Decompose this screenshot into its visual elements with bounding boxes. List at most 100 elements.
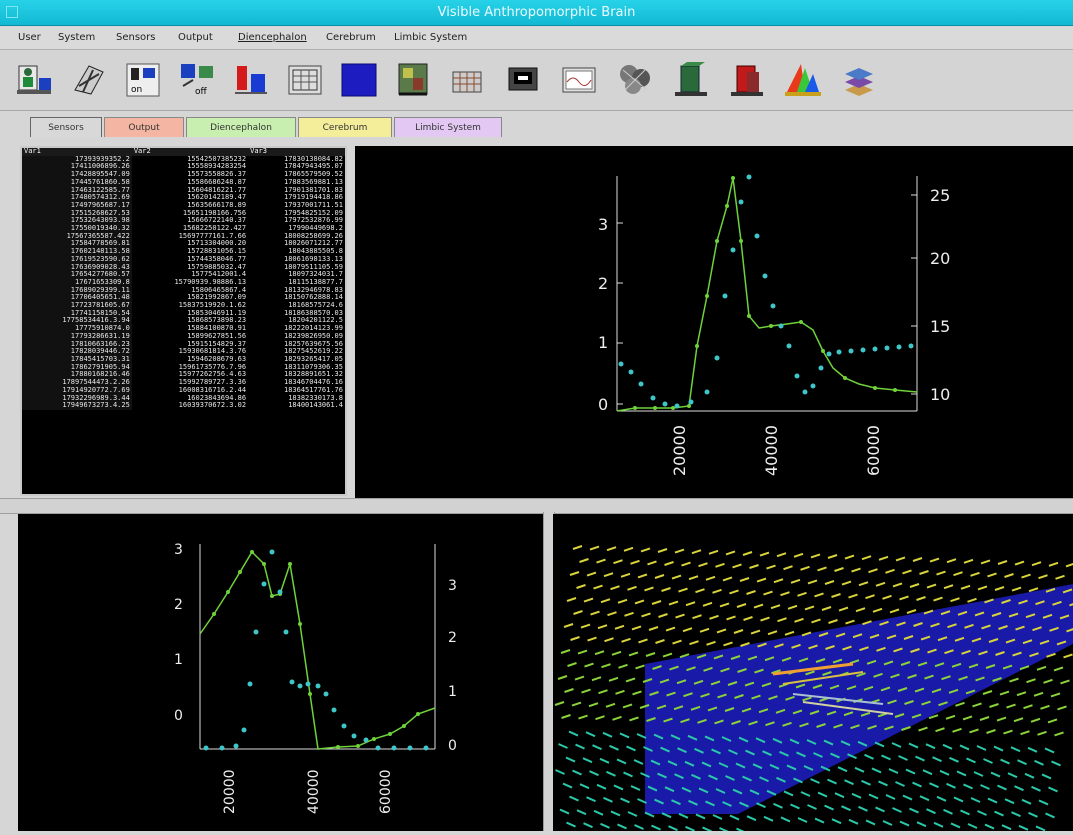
vector-arrow xyxy=(1044,680,1053,683)
vector-arrow xyxy=(930,783,939,787)
vector-arrow xyxy=(974,772,983,776)
window-menu-icon[interactable] xyxy=(6,6,18,18)
vector-arrow xyxy=(723,577,732,580)
vector-arrow xyxy=(875,742,884,746)
vector-arrow xyxy=(655,575,664,578)
vector-arrow xyxy=(866,595,875,598)
vector-arrow xyxy=(1031,719,1040,722)
rainbow-button[interactable] xyxy=(780,58,826,102)
network-button[interactable] xyxy=(66,58,112,102)
vector-arrow xyxy=(638,574,647,577)
small-grid-button[interactable] xyxy=(444,58,490,102)
tab-diencephalon[interactable]: Diencephalon xyxy=(186,117,296,137)
vector-arrow xyxy=(663,654,672,657)
vector-arrow xyxy=(634,760,643,764)
y-left-tick: 2 xyxy=(174,597,183,613)
menu-user[interactable]: User xyxy=(18,32,41,43)
vector-arrow xyxy=(883,821,892,825)
vector-arrow xyxy=(1056,576,1065,579)
tab-output[interactable]: Output xyxy=(104,117,184,137)
monitor-button[interactable] xyxy=(500,58,546,102)
vector-arrow xyxy=(919,728,928,731)
vector-arrow xyxy=(781,592,790,595)
rainbow-icon xyxy=(783,60,823,100)
vector-arrow xyxy=(757,803,766,807)
vector-arrow xyxy=(1012,588,1021,591)
input-button[interactable]: on xyxy=(120,58,166,102)
vector-arrow xyxy=(1008,773,1017,777)
menu-system[interactable]: System xyxy=(58,32,95,43)
neural-blob-button[interactable] xyxy=(612,58,658,102)
vector-arrow xyxy=(679,814,688,818)
vector-arrow xyxy=(990,704,999,707)
top-line-chart: 0 1 2 3 10 15 20 25 20000 40000 60000 xyxy=(355,146,1073,498)
menu-limbic-system[interactable]: Limbic System xyxy=(394,32,467,43)
map-panel-button[interactable] xyxy=(390,58,436,102)
vector-arrow xyxy=(627,746,636,750)
vector-arrow xyxy=(947,559,956,562)
vector-arrow xyxy=(599,690,608,693)
vector-arrow xyxy=(649,627,658,630)
tab-limbic-system[interactable]: Limbic System xyxy=(394,117,502,137)
green-block-button[interactable] xyxy=(668,58,714,102)
vector-arrow xyxy=(951,598,960,601)
layers-button[interactable] xyxy=(836,58,882,102)
vector-arrow xyxy=(883,596,892,599)
vector-arrow xyxy=(842,582,851,585)
vector-field-pane[interactable] xyxy=(553,514,1073,831)
vector-arrow xyxy=(641,548,650,551)
vector-arrow xyxy=(1019,826,1028,830)
tab-cerebrum[interactable]: Cerebrum xyxy=(298,117,392,137)
vector-arrow xyxy=(733,564,742,567)
color-bars-button[interactable] xyxy=(228,58,274,102)
map-panel-icon xyxy=(393,60,433,100)
vector-arrow xyxy=(795,619,804,622)
menu-sensors[interactable]: Sensors xyxy=(116,32,156,43)
monitor-icon xyxy=(503,60,543,100)
vector-arrow xyxy=(750,565,759,568)
vector-arrow xyxy=(879,557,888,560)
vector-arrow xyxy=(1007,705,1016,708)
wave-panel-button[interactable] xyxy=(556,58,602,102)
vector-arrow xyxy=(785,632,794,635)
y-left-tick: 2 xyxy=(598,274,608,293)
vector-arrow xyxy=(923,770,932,774)
vector-arrow xyxy=(855,768,864,772)
menu-diencephalon[interactable]: Diencephalon xyxy=(238,32,307,43)
vector-arrow xyxy=(849,820,858,824)
vector-arrow xyxy=(573,771,582,775)
vector-arrow xyxy=(709,551,718,554)
vector-arrow xyxy=(988,799,997,803)
vector-arrow xyxy=(995,587,1004,590)
vector-arrow xyxy=(631,561,640,564)
menu-output[interactable]: Output xyxy=(178,32,213,43)
horizontal-splitter[interactable] xyxy=(0,498,1073,514)
blue-panel-button[interactable] xyxy=(336,58,382,102)
menu-cerebrum[interactable]: Cerebrum xyxy=(326,32,376,43)
vector-arrow xyxy=(630,717,639,720)
vector-arrow xyxy=(903,796,912,800)
vector-arrow xyxy=(1064,654,1073,657)
vector-arrow xyxy=(828,555,837,558)
vector-arrow xyxy=(926,744,935,748)
tab-sensors[interactable]: Sensors xyxy=(30,117,102,137)
y-right-tick: 15 xyxy=(930,317,950,336)
vector-arrow xyxy=(906,770,915,774)
vector-field-3d-view xyxy=(553,514,1073,831)
vector-arrow xyxy=(985,825,994,829)
vector-arrow xyxy=(845,556,854,559)
output-off-button[interactable]: off xyxy=(174,58,220,102)
vector-arrow xyxy=(774,804,783,808)
grid-panel-button[interactable] xyxy=(282,58,328,102)
vector-arrow xyxy=(656,640,665,643)
vector-arrow xyxy=(1005,574,1014,577)
red-block-button[interactable] xyxy=(724,58,770,102)
vector-arrow xyxy=(611,586,620,589)
vector-arrow xyxy=(981,785,990,789)
user-sensor-button[interactable] xyxy=(12,58,58,102)
vector-arrow xyxy=(1015,562,1024,565)
vector-arrow xyxy=(873,609,882,612)
vector-arrow xyxy=(614,785,623,789)
